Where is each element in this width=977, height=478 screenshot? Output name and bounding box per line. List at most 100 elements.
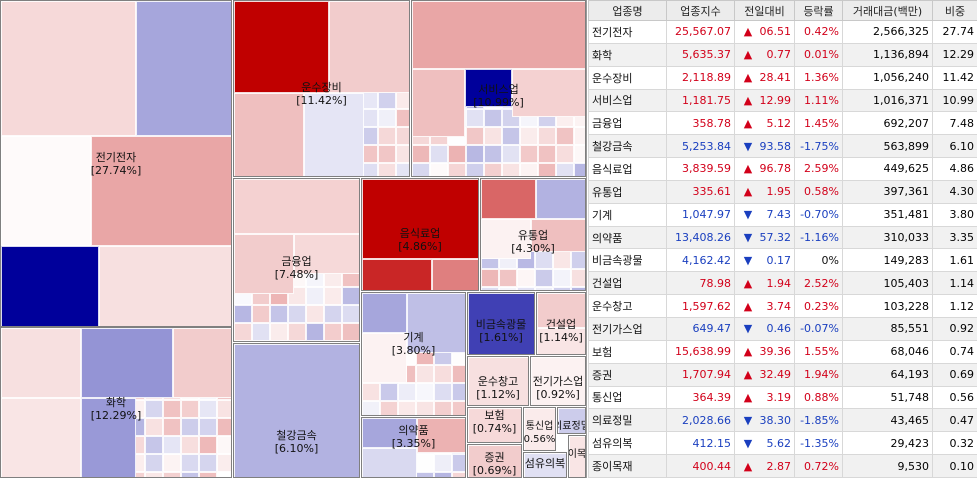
stock-cell[interactable]	[234, 341, 252, 342]
stock-cell[interactable]	[468, 408, 521, 442]
stock-cell[interactable]	[252, 341, 270, 342]
stock-cell[interactable]	[468, 357, 528, 405]
stock-cell[interactable]	[396, 163, 409, 176]
stock-cell[interactable]	[145, 436, 163, 454]
table-row[interactable]: 의약품 13,408.26 ▼ 57.32 -1.16% 310,033 3.35	[588, 225, 977, 250]
stock-cell[interactable]	[553, 269, 571, 287]
treemap-block-storage[interactable]: 운수창고 [1.12%]	[467, 356, 529, 406]
stock-cell[interactable]	[466, 145, 484, 163]
stock-cell[interactable]	[306, 287, 324, 305]
stock-cell[interactable]	[553, 287, 571, 290]
stock-cell[interactable]	[434, 383, 452, 401]
stock-cell[interactable]	[324, 323, 342, 341]
treemap-block-mach[interactable]: 기계 [3.80%]	[361, 292, 466, 416]
treemap-block-nonmetal[interactable]: 비금속광물 [1.61%]	[467, 292, 535, 355]
stock-cell[interactable]	[537, 293, 585, 328]
stock-cell[interactable]	[378, 145, 396, 163]
stock-cell[interactable]	[556, 163, 574, 176]
stock-cell[interactable]	[324, 341, 342, 342]
stock-cell[interactable]	[181, 400, 199, 418]
stock-cell[interactable]	[234, 344, 359, 477]
stock-cell[interactable]	[199, 454, 217, 472]
stock-cell[interactable]	[468, 293, 534, 354]
column-header-volume[interactable]: 거래대금(백만)	[842, 0, 933, 21]
stock-cell[interactable]	[574, 163, 585, 176]
stock-cell[interactable]	[288, 341, 306, 342]
treemap-block-fin[interactable]: 금융업 [7.48%]	[233, 178, 360, 342]
stock-cell[interactable]	[434, 472, 452, 477]
stock-cell[interactable]	[407, 293, 465, 353]
stock-cell[interactable]	[252, 323, 270, 341]
stock-cell[interactable]	[234, 1, 329, 93]
table-row[interactable]: 보험 15,638.99 ▲ 39.36 1.55% 68,046 0.74	[588, 339, 977, 364]
stock-cell[interactable]	[398, 383, 416, 401]
stock-cell[interactable]	[571, 251, 585, 269]
stock-cell[interactable]	[199, 418, 217, 436]
stock-cell[interactable]	[452, 383, 465, 401]
treemap-block-gas[interactable]: 전기가스업 [0.92%]	[530, 356, 586, 406]
table-row[interactable]: 통신업 364.39 ▲ 3.19 0.88% 51,748 0.56	[588, 385, 977, 410]
table-row[interactable]: 증권 1,707.94 ▲ 32.49 1.94% 64,193 0.69	[588, 362, 977, 387]
stock-cell[interactable]	[558, 408, 585, 433]
stock-cell[interactable]	[163, 454, 181, 472]
stock-cell[interactable]	[416, 472, 434, 477]
stock-cell[interactable]	[481, 287, 499, 290]
stock-cell[interactable]	[81, 398, 136, 477]
table-row[interactable]: 화학 5,635.37 ▲ 0.77 0.01% 1,136,894 12.29	[588, 42, 977, 67]
table-row[interactable]: 음식료업 3,839.59 ▲ 96.78 2.59% 449,625 4.86	[588, 157, 977, 181]
stock-cell[interactable]	[234, 93, 304, 176]
stock-cell[interactable]	[234, 179, 359, 234]
column-header-weight[interactable]: 비중	[932, 0, 977, 21]
table-row[interactable]: 종이목재 400.44 ▲ 2.87 0.72% 9,530 0.10	[588, 454, 977, 478]
table-row[interactable]: 건설업 78.98 ▲ 1.94 2.52% 105,403 1.14	[588, 271, 977, 296]
stock-cell[interactable]	[234, 234, 294, 294]
stock-cell[interactable]	[452, 401, 465, 415]
stock-cell[interactable]	[468, 445, 521, 477]
stock-cell[interactable]	[538, 127, 556, 145]
stock-cell[interactable]	[234, 305, 252, 323]
stock-cell[interactable]	[217, 454, 231, 472]
stock-cell[interactable]	[396, 127, 409, 145]
stock-cell[interactable]	[378, 91, 396, 109]
stock-cell[interactable]	[396, 91, 409, 109]
stock-cell[interactable]	[199, 400, 217, 418]
stock-cell[interactable]	[163, 472, 181, 477]
table-row[interactable]: 비금속광물 4,162.42 ▼ 0.17 0% 149,283 1.61	[588, 248, 977, 273]
stock-cell[interactable]	[531, 219, 585, 252]
stock-cell[interactable]	[217, 400, 231, 418]
stock-cell[interactable]	[1, 246, 99, 326]
stock-cell[interactable]	[163, 400, 181, 418]
stock-cell[interactable]	[1, 1, 136, 136]
stock-cell[interactable]	[556, 145, 574, 163]
stock-cell[interactable]	[484, 127, 502, 145]
stock-cell[interactable]	[524, 408, 555, 450]
stock-cell[interactable]	[145, 454, 163, 472]
table-row[interactable]: 전기가스업 649.47 ▼ 0.46 -0.07% 85,551 0.92	[588, 316, 977, 341]
column-header-change[interactable]: 전일대비	[734, 0, 795, 21]
stock-cell[interactable]	[163, 436, 181, 454]
stock-cell[interactable]	[524, 453, 566, 477]
table-row[interactable]: 유통업 335.61 ▲ 1.95 0.58% 397,361 4.30	[588, 179, 977, 204]
stock-cell[interactable]	[181, 472, 199, 477]
stock-cell[interactable]	[396, 145, 409, 163]
stock-cell[interactable]	[432, 259, 478, 290]
treemap-block-ins[interactable]: 보험 [0.74%]	[467, 407, 522, 443]
stock-cell[interactable]	[571, 269, 585, 287]
stock-cell[interactable]	[378, 127, 396, 145]
stock-cell[interactable]	[481, 219, 531, 259]
stock-cell[interactable]	[430, 163, 448, 176]
stock-cell[interactable]	[145, 472, 163, 477]
stock-cell[interactable]	[517, 287, 535, 290]
stock-cell[interactable]	[465, 69, 512, 107]
table-row[interactable]: 전기전자 25,567.07 ▲ 06.51 0.42% 2,566,325 27.74	[588, 20, 977, 44]
stock-cell[interactable]	[380, 383, 398, 401]
stock-cell[interactable]	[416, 401, 434, 415]
stock-cell[interactable]	[288, 305, 306, 323]
stock-cell[interactable]	[499, 269, 517, 287]
treemap-block-steel[interactable]: 철강금속 [6.10%]	[233, 343, 360, 478]
table-row[interactable]: 섬유의복 412.15 ▼ 5.62 -1.35% 29,423 0.32	[588, 431, 977, 456]
treemap-block-med[interactable]: 의료정밀0.47%	[557, 407, 586, 434]
stock-cell[interactable]	[481, 269, 499, 287]
stock-cell[interactable]	[484, 145, 502, 163]
stock-cell[interactable]	[499, 287, 517, 290]
